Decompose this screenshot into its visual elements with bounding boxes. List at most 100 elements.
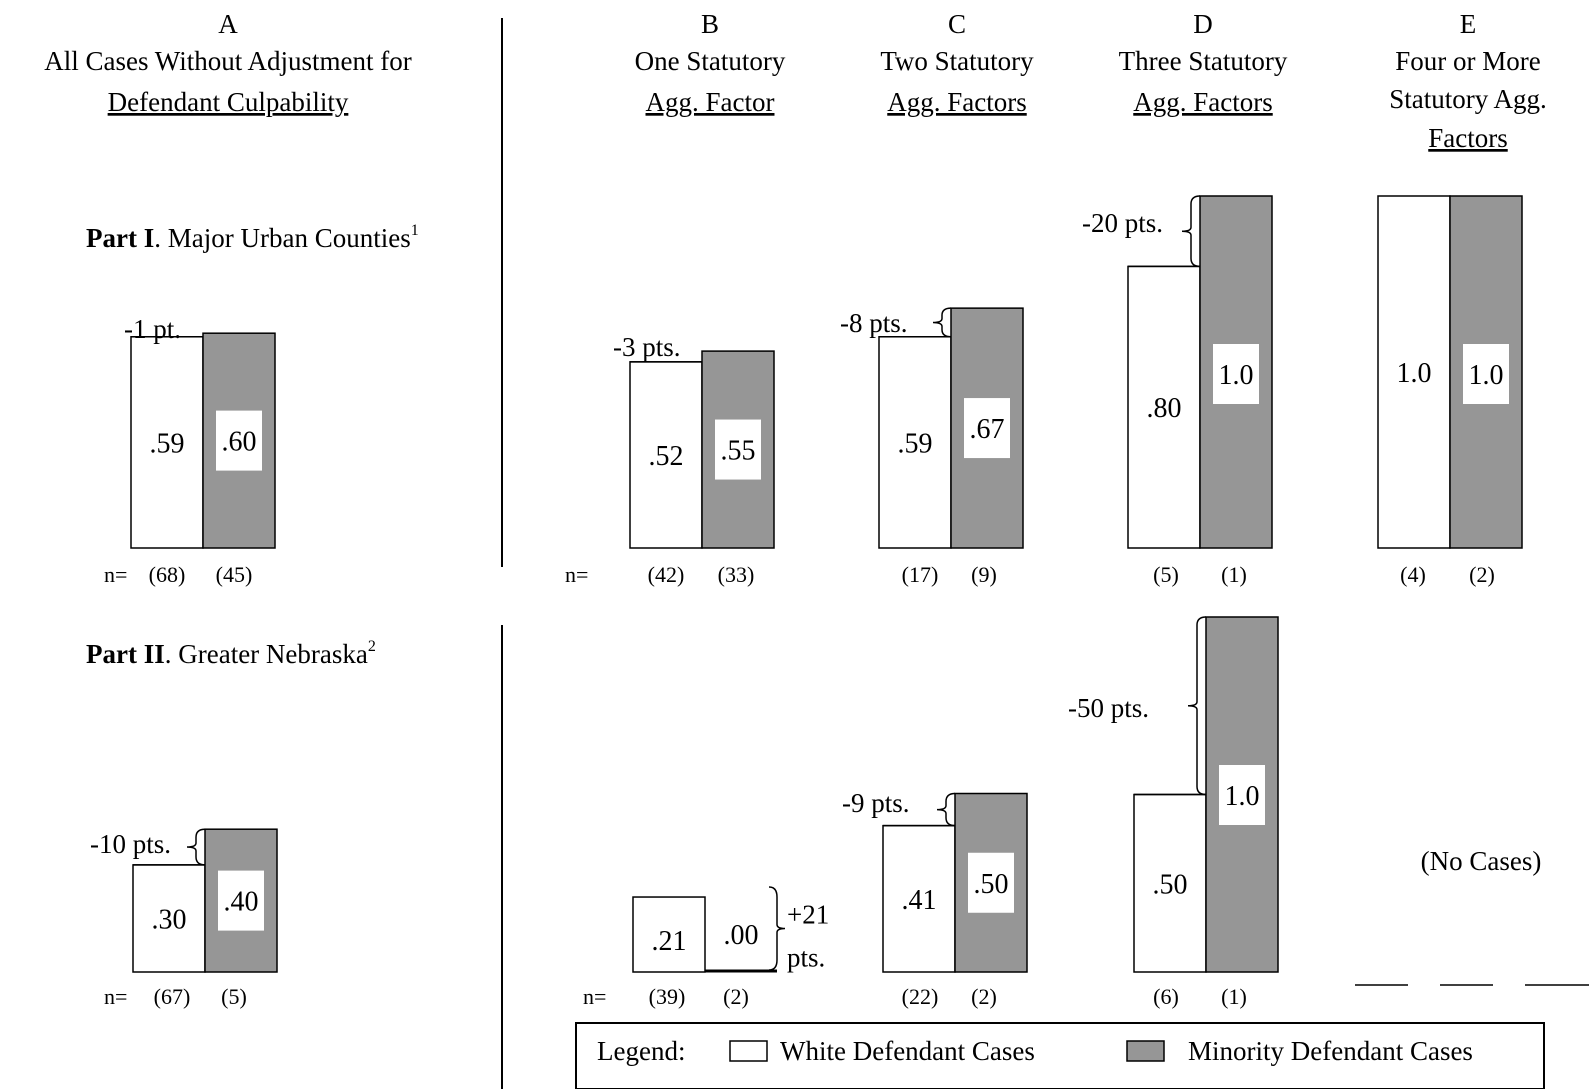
value-label-minority-p1-d: 1.0 bbox=[1219, 360, 1254, 391]
no-cases-label: (No Cases) bbox=[1421, 846, 1542, 876]
n-count-white-p2-d: (6) bbox=[1153, 984, 1179, 1009]
diff-label-p1-d: -20 pts. bbox=[1082, 208, 1163, 238]
diff-label-p2-b: +21 bbox=[787, 900, 829, 930]
n-count-minority-p1-b: (33) bbox=[718, 562, 755, 587]
value-box-minority-p1-c bbox=[964, 398, 1010, 459]
header-d-letter: D bbox=[1193, 9, 1213, 39]
header-e-line2: Statutory Agg. bbox=[1389, 84, 1547, 114]
n-count-white-p1-a: (68) bbox=[149, 562, 186, 587]
value-label-white-p2-a: .30 bbox=[152, 904, 187, 935]
column-headers: A All Cases Without Adjustment for Defen… bbox=[44, 9, 1546, 153]
part1-sup: 1 bbox=[411, 222, 419, 239]
diff-brace-p2-b bbox=[768, 886, 786, 971]
value-box-minority-p1-e bbox=[1463, 344, 1509, 404]
diff-brace-p2-d bbox=[1187, 616, 1207, 796]
legend-minority-swatch bbox=[1126, 1040, 1165, 1062]
part1-bold: Part I bbox=[86, 223, 154, 253]
value-label-minority-p1-b: .55 bbox=[721, 436, 756, 467]
value-label-white-p1-e: 1.0 bbox=[1397, 358, 1432, 389]
diff-label-p2-d: -50 pts. bbox=[1068, 693, 1149, 723]
n-count-minority-p2-d: (1) bbox=[1221, 984, 1247, 1009]
n-label-p2-b: n= bbox=[583, 984, 606, 1009]
part1-label: Part I. Major Urban Counties1 bbox=[86, 222, 419, 253]
header-d-line2: Agg. Factors bbox=[1133, 87, 1272, 117]
diff-brace-p2-c bbox=[936, 792, 956, 827]
header-b-line1: One Statutory bbox=[635, 46, 786, 76]
n-count-white-p1-d: (5) bbox=[1153, 562, 1179, 587]
bar-white-p2-d bbox=[1133, 793, 1207, 973]
value-label-white-p1-b: .52 bbox=[649, 441, 684, 472]
value-label-minority-p1-a: .60 bbox=[222, 427, 257, 458]
n-count-minority-p2-b: (2) bbox=[723, 984, 749, 1009]
legend-box bbox=[575, 1022, 1545, 1089]
value-label-white-p2-d: .50 bbox=[1153, 869, 1188, 900]
n-label-p1-a: n= bbox=[104, 562, 127, 587]
n-count-minority-p2-c: (2) bbox=[971, 984, 997, 1009]
legend-white-label: White Defendant Cases bbox=[780, 1036, 1035, 1066]
value-box-minority-p1-a bbox=[216, 410, 262, 471]
header-b-line2: Agg. Factor bbox=[646, 87, 775, 117]
n-count-white-p2-b: (39) bbox=[649, 984, 686, 1009]
n-count-minority-p2-a: (5) bbox=[221, 984, 247, 1009]
n-count-white-p2-c: (22) bbox=[902, 984, 939, 1009]
value-label-minority-p2-b: .00 bbox=[724, 920, 759, 951]
n-count-minority-p1-e: (2) bbox=[1469, 562, 1495, 587]
legend-minority-label: Minority Defendant Cases bbox=[1188, 1036, 1473, 1066]
diff-brace-p2-a bbox=[186, 828, 206, 866]
header-e-line1: Four or More bbox=[1395, 46, 1540, 76]
diff-brace-p1-d bbox=[1181, 195, 1201, 268]
n-count-white-p1-b: (42) bbox=[648, 562, 685, 587]
header-b-letter: B bbox=[701, 9, 719, 39]
diff-label-unit-p2-b: pts. bbox=[787, 943, 825, 973]
n-count-minority-p1-a: (45) bbox=[216, 562, 253, 587]
bar-white-p1-d bbox=[1127, 265, 1201, 549]
diff-label-p1-a: -1 pt. bbox=[124, 314, 181, 344]
bar-white-p1-a bbox=[130, 336, 204, 549]
n-label-p2-a: n= bbox=[104, 984, 127, 1009]
header-c-letter: C bbox=[948, 9, 966, 39]
value-label-white-p2-b: .21 bbox=[652, 926, 687, 957]
legend-white-swatch bbox=[729, 1040, 768, 1062]
n-count-minority-p1-c: (9) bbox=[971, 562, 997, 587]
part2-sup: 2 bbox=[368, 638, 376, 655]
bar-groups: .59 .60 (68) (45) -1 pt. .52 .55 (42) (33) -3 pts… bbox=[90, 195, 1523, 1009]
bar-white-p2-c bbox=[882, 824, 956, 973]
n-count-minority-p1-d: (1) bbox=[1221, 562, 1247, 587]
header-e-letter: E bbox=[1460, 9, 1477, 39]
value-label-minority-p2-c: .50 bbox=[974, 869, 1009, 900]
n-count-white-p2-a: (67) bbox=[154, 984, 191, 1009]
value-label-white-p1-a: .59 bbox=[150, 428, 185, 459]
value-label-minority-p1-e: 1.0 bbox=[1469, 360, 1504, 391]
part2-rest: . Greater Nebraska bbox=[165, 639, 368, 669]
part2-label: Part II. Greater Nebraska2 bbox=[86, 638, 376, 669]
value-label-minority-p2-d: 1.0 bbox=[1225, 781, 1260, 812]
value-box-minority-p1-d bbox=[1213, 344, 1259, 404]
diff-label-p2-c: -9 pts. bbox=[842, 788, 910, 818]
value-label-white-p1-d: .80 bbox=[1147, 393, 1182, 424]
diff-brace-p1-c bbox=[932, 307, 952, 338]
bar-white-p2-b bbox=[632, 896, 706, 973]
value-box-minority-p2-c bbox=[968, 852, 1014, 913]
part1-rest: . Major Urban Counties bbox=[154, 223, 410, 253]
header-c-line2: Agg. Factors bbox=[887, 87, 1026, 117]
n-label-p1-b: n= bbox=[565, 562, 588, 587]
value-box-minority-p2-a bbox=[218, 870, 264, 931]
value-box-minority-p2-d bbox=[1219, 765, 1265, 825]
header-a-line1: All Cases Without Adjustment for bbox=[44, 46, 411, 76]
diff-label-p2-a: -10 pts. bbox=[90, 829, 171, 859]
part2-bold: Part II bbox=[86, 639, 165, 669]
header-a-letter: A bbox=[218, 9, 238, 39]
n-count-white-p1-e: (4) bbox=[1400, 562, 1426, 587]
value-box-minority-p1-b bbox=[715, 419, 761, 480]
legend-title: Legend: bbox=[597, 1036, 685, 1066]
legend: Legend: White Defendant Cases Minority D… bbox=[575, 1022, 1545, 1089]
value-label-white-p1-c: .59 bbox=[898, 428, 933, 459]
header-e-line3: Factors bbox=[1428, 123, 1507, 153]
value-label-white-p2-c: .41 bbox=[902, 885, 937, 916]
header-d-line1: Three Statutory bbox=[1119, 46, 1288, 76]
bar-white-p1-c bbox=[878, 336, 952, 549]
diff-label-p1-c: -8 pts. bbox=[840, 308, 908, 338]
header-a-line2: Defendant Culpability bbox=[108, 87, 349, 117]
value-label-minority-p2-a: .40 bbox=[224, 887, 259, 918]
